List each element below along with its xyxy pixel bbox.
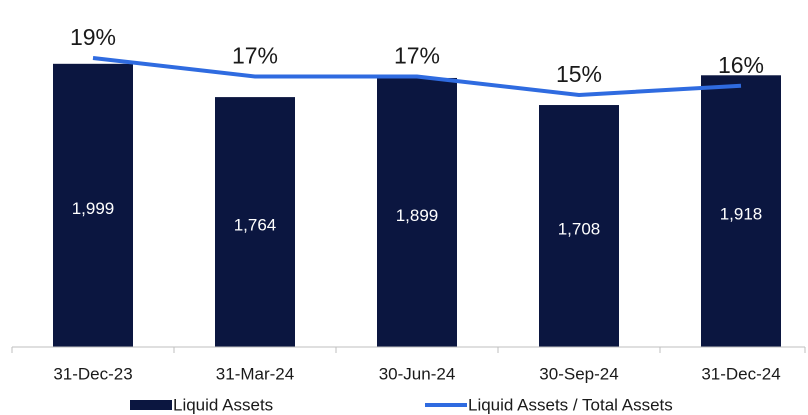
- bar: [701, 75, 781, 348]
- bar: [377, 77, 457, 347]
- line-value-label: 16%: [718, 52, 764, 78]
- x-tick-label: 31-Mar-24: [216, 364, 294, 383]
- line: [92, 55, 742, 98]
- bar: [539, 105, 619, 348]
- line-value-label: 17%: [394, 43, 440, 69]
- line-value-label: 19%: [70, 24, 116, 50]
- bar-value-label: 1,764: [234, 216, 277, 235]
- bar: [215, 97, 295, 347]
- x-tick-label: 30-Jun-24: [379, 364, 456, 383]
- x-tick-label: 31-Dec-24: [701, 364, 780, 383]
- bar: [53, 63, 133, 347]
- bar-value-label: 1,999: [72, 199, 115, 218]
- bar-value-label: 1,708: [558, 220, 601, 239]
- legend-label: Liquid Assets: [173, 395, 273, 414]
- line-value-label: 17%: [232, 43, 278, 69]
- x-tick-label: 30-Sep-24: [539, 364, 618, 383]
- legend-label: Liquid Assets / Total Assets: [468, 395, 673, 414]
- legend-swatch: [130, 400, 172, 410]
- line-value-label: 15%: [556, 61, 602, 87]
- bar-value-label: 1,918: [720, 205, 763, 224]
- bar-value-label: 1,899: [396, 206, 439, 225]
- x-tick-label: 31-Dec-23: [53, 364, 132, 383]
